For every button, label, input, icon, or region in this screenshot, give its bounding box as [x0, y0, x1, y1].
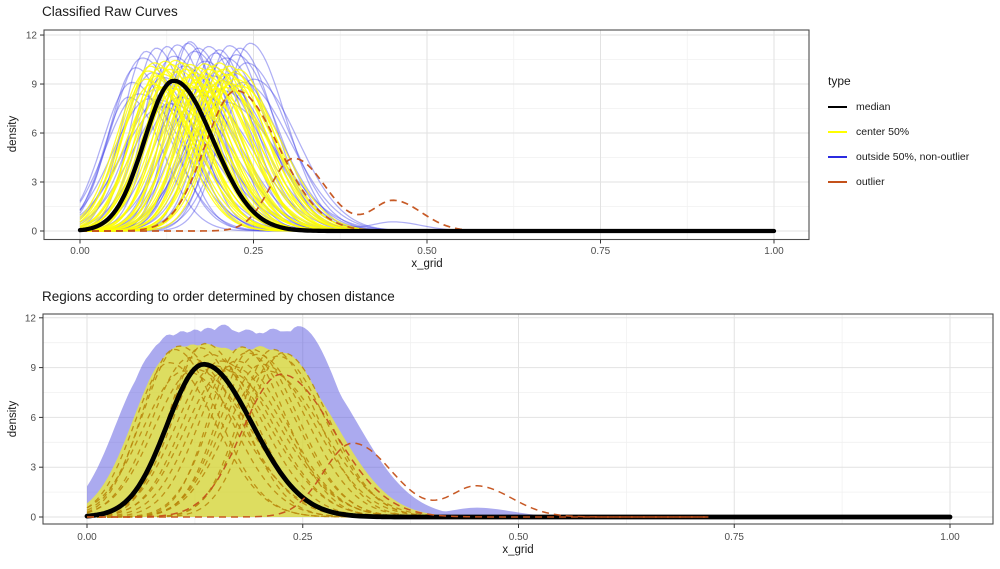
svg-text:3: 3 [31, 178, 37, 189]
center50-line-key-icon [828, 131, 847, 133]
legend-item-center-50: center 50% [828, 126, 969, 138]
legend-title: type [828, 74, 851, 88]
median-line-key-icon [828, 105, 847, 109]
svg-text:12: 12 [25, 313, 37, 324]
svg-text:12: 12 [26, 31, 38, 42]
chart2-title: Regions according to order determined by… [42, 289, 395, 304]
legend-label-median: median [856, 101, 891, 113]
svg-text:0.75: 0.75 [725, 532, 745, 543]
legend-label-outside-50: outside 50%, non-outlier [856, 151, 970, 163]
svg-text:3: 3 [30, 463, 36, 474]
chart2-x-axis-title: x_grid [502, 544, 534, 556]
legend: type median center 50% outside 50%, non-… [828, 74, 969, 188]
svg-text:1.00: 1.00 [764, 246, 784, 257]
svg-text:0: 0 [30, 513, 36, 524]
svg-text:0.50: 0.50 [509, 532, 529, 543]
svg-text:0.00: 0.00 [77, 532, 97, 543]
svg-text:9: 9 [30, 363, 36, 374]
svg-text:9: 9 [31, 80, 37, 91]
svg-text:0.00: 0.00 [70, 246, 90, 257]
svg-text:0.75: 0.75 [591, 246, 611, 257]
svg-text:0.50: 0.50 [417, 246, 437, 257]
svg-text:0.25: 0.25 [293, 532, 313, 543]
outlier-line-key-icon [828, 181, 847, 183]
chart2-y-axis-title: density [7, 400, 19, 438]
chart1-title: Classified Raw Curves [42, 4, 178, 19]
legend-label-center-50: center 50% [856, 126, 910, 138]
outside50-line-key-icon [828, 156, 847, 158]
svg-text:1.00: 1.00 [940, 532, 960, 543]
svg-text:0.25: 0.25 [244, 246, 264, 257]
legend-item-median: median [828, 101, 969, 113]
svg-text:6: 6 [31, 129, 37, 140]
chart1-y-axis-title: density [7, 115, 19, 153]
svg-text:6: 6 [30, 413, 36, 424]
legend-item-outside-50: outside 50%, non-outlier [828, 151, 969, 163]
legend-item-outlier: outlier [828, 176, 969, 188]
legend-label-outlier: outlier [856, 176, 885, 188]
chart1-x-axis-title: x_grid [411, 258, 443, 270]
svg-text:0: 0 [31, 227, 37, 238]
